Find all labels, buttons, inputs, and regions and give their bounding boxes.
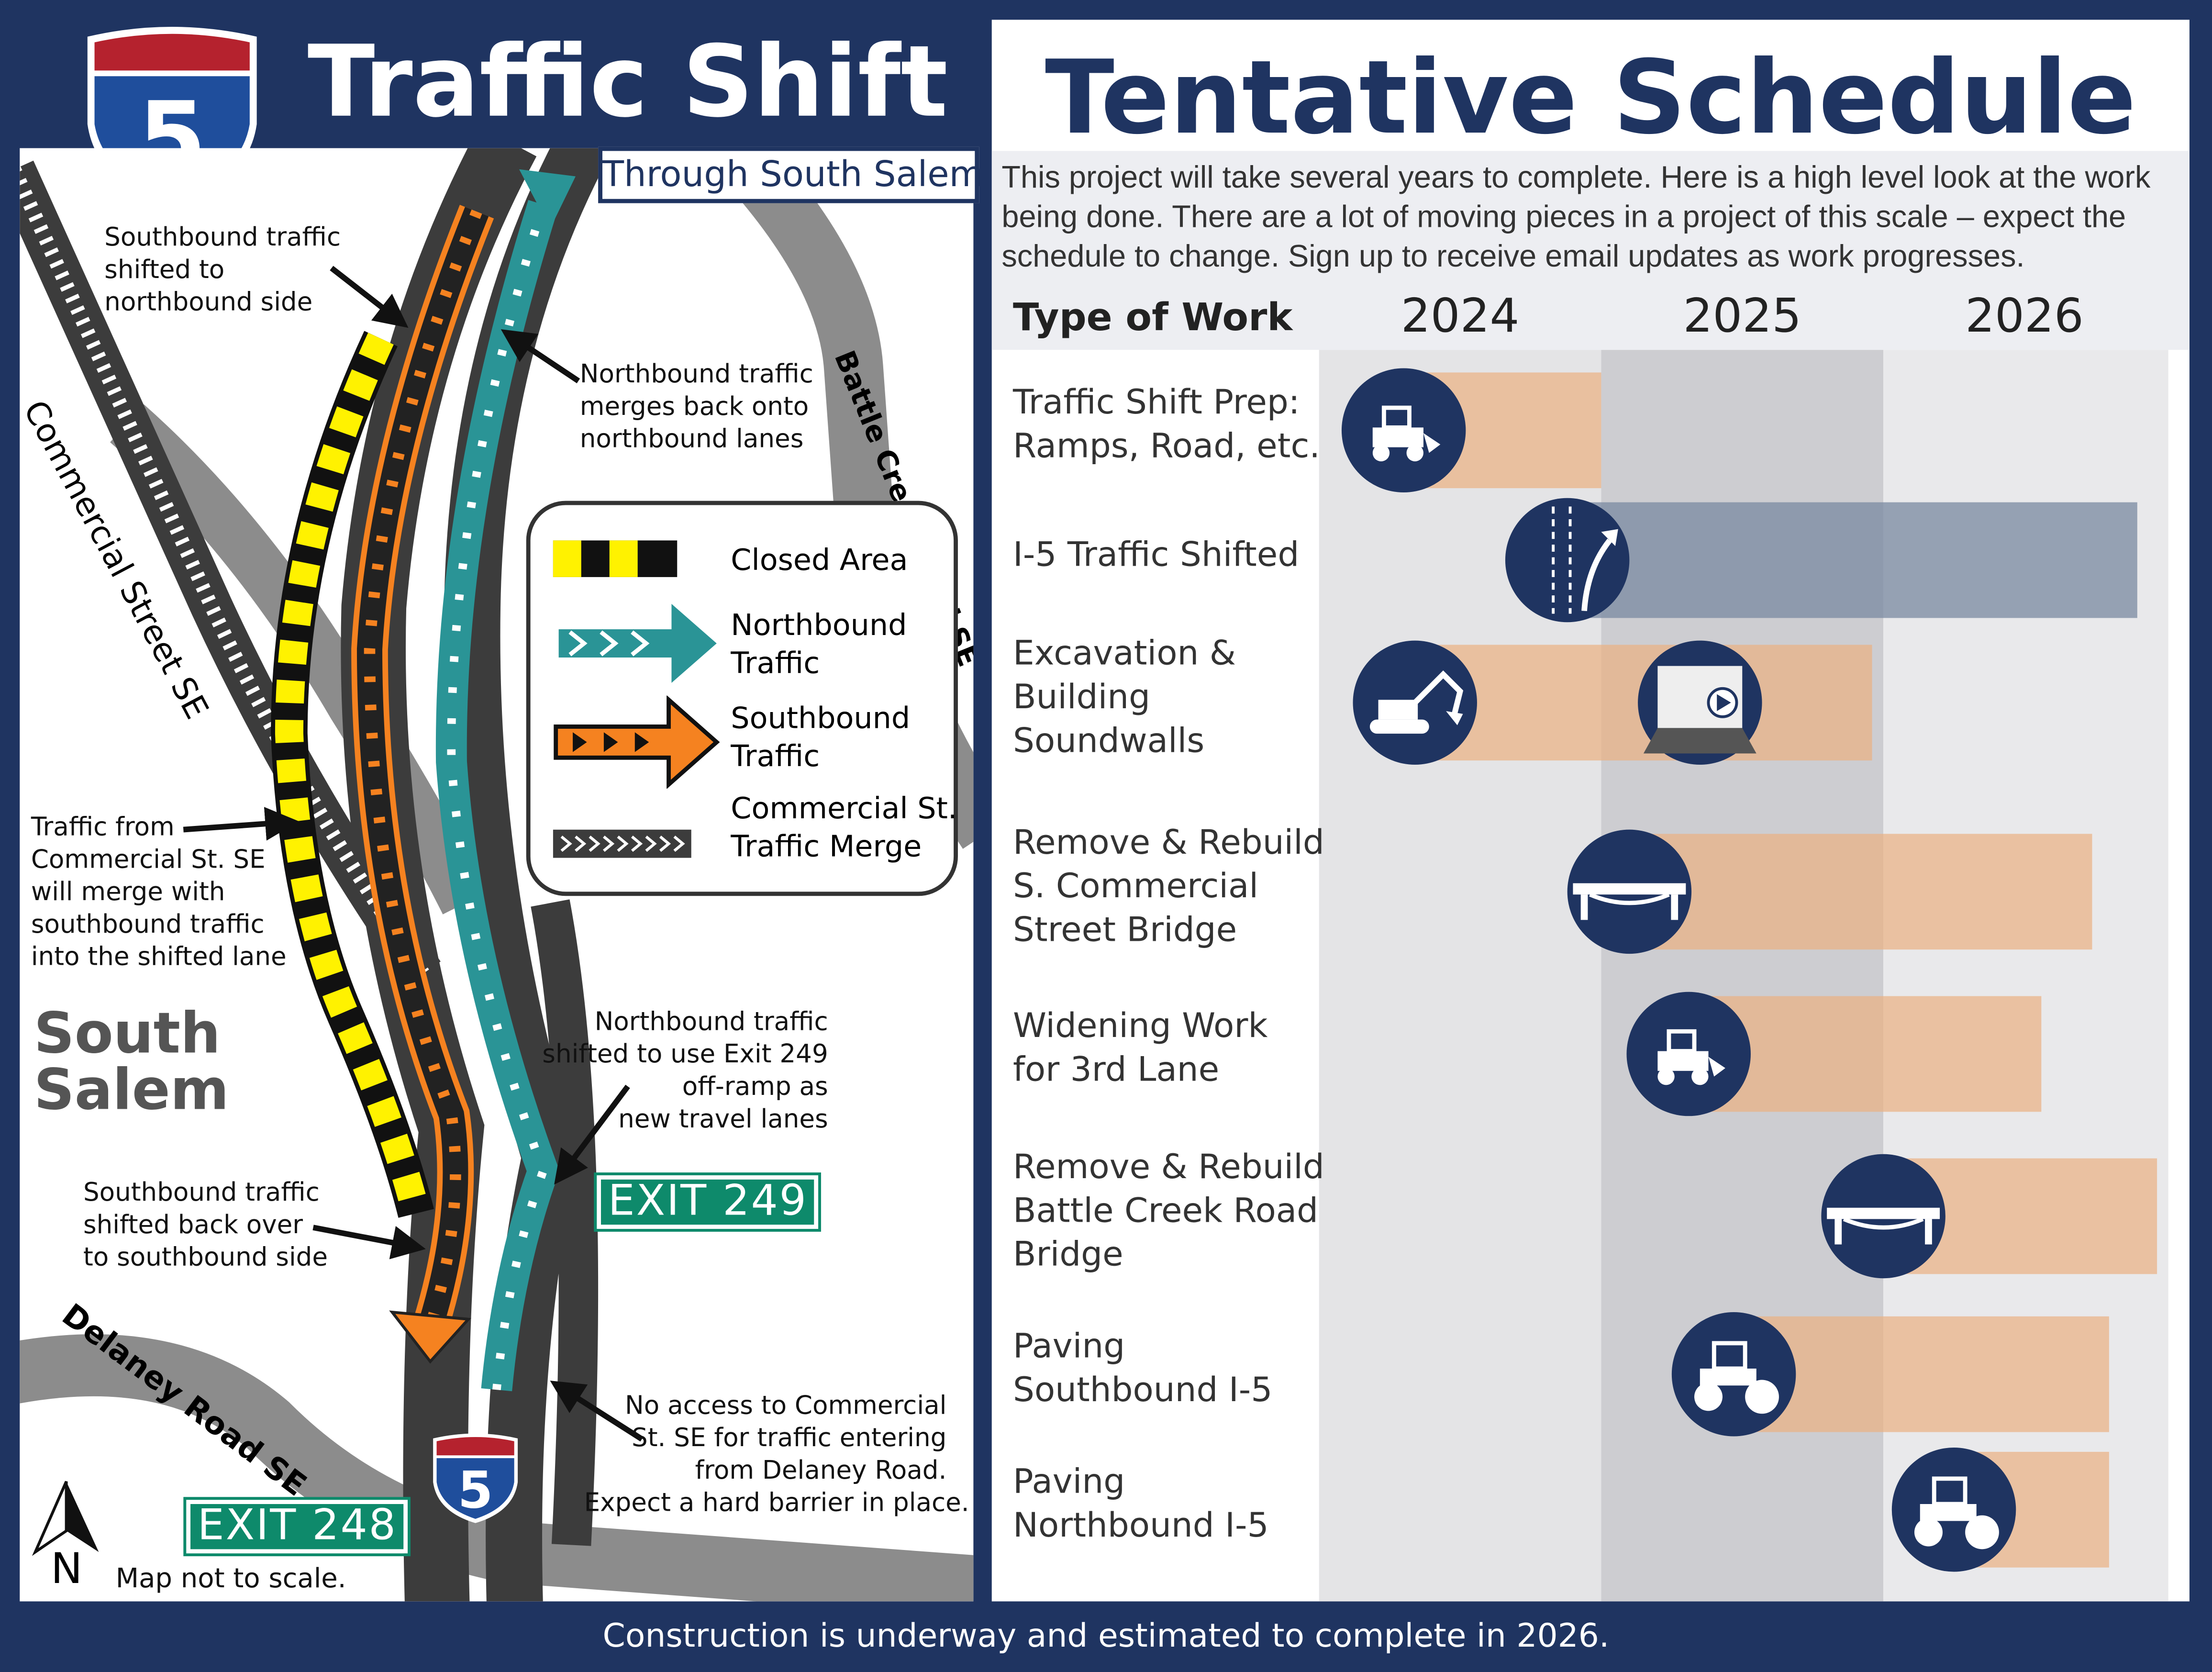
type-of-work-header: Type of Work — [1012, 296, 1293, 340]
schedule-description: This project will take several years to … — [1001, 159, 2151, 274]
northbound-arrow-icon — [558, 603, 717, 683]
exit-248-sign: EXIT 248 — [183, 1497, 411, 1557]
exit-249-sign: EXIT 249 — [594, 1172, 822, 1232]
ramp-road — [110, 404, 489, 914]
soundwall-icon — [1638, 640, 1762, 765]
svg-text:5: 5 — [458, 1460, 493, 1520]
annotation-arrows — [183, 266, 644, 1442]
year-header-2026: 2026 — [1965, 288, 2084, 343]
work-type-label: I-5 Traffic Shifted — [1012, 534, 1300, 574]
legend-merge: Commercial St. Traffic Merge — [731, 791, 957, 864]
annotation-no-access: No access to Commercial St. SE for traffi… — [584, 1391, 969, 1518]
north-arrow-icon — [32, 1481, 99, 1556]
legend-closed-area: Closed Area — [731, 543, 908, 577]
work-type-label: Excavation & Building Soundwalls — [1012, 633, 1236, 760]
scale-note: Map not to scale. — [115, 1563, 346, 1594]
year-header-2025: 2025 — [1683, 288, 1802, 343]
bridge-icon — [1821, 1154, 1945, 1279]
loader-icon — [1626, 992, 1751, 1116]
map-drawing — [20, 148, 974, 1602]
schedule-bar — [1734, 1316, 2109, 1432]
annotation-nb-merge: Northbound traffic merges back onto northb… — [579, 359, 813, 455]
schedule-title: Tentative Schedule — [1045, 38, 2136, 157]
roller-icon — [1891, 1448, 2016, 1572]
traffic-map: Battle Creek Road SE Commercial Street S… — [20, 148, 974, 1602]
south-salem-label: South Salem — [33, 1002, 229, 1123]
annotation-commercial-merge: Traffic from Commercial St. SE will merge … — [31, 813, 287, 972]
annotation-nb-exit: Northbound traffic shifted to use Exit 24… — [542, 1007, 828, 1135]
schedule-bar — [1629, 834, 2092, 950]
map-legend: Closed Area Northbound Traffic Southboun… — [526, 501, 958, 896]
work-type-label: Paving Northbound I-5 — [1012, 1461, 1269, 1545]
southbound-arrow-icon — [554, 695, 720, 789]
loader-icon — [1341, 368, 1466, 492]
bridge-icon — [1567, 829, 1692, 954]
excavator-icon — [1353, 640, 1477, 765]
merge-chevrons-icon — [553, 829, 691, 858]
schedule-bar — [1567, 502, 2137, 618]
legend-southbound: Southbound Traffic — [731, 701, 911, 773]
subtitle: Through South Salem — [598, 146, 983, 203]
footer-note: Construction is underway and estimated t… — [602, 1618, 1610, 1655]
work-type-label: Widening Work for 3rd Lane — [1012, 1006, 1268, 1090]
schedule-panel: Tentative Schedule This project will tak… — [991, 20, 2190, 1602]
annotation-sb-shift: Southbound traffic shifted to northbound s… — [104, 223, 341, 318]
description-band — [991, 151, 2190, 350]
legend-northbound: Northbound Traffic — [731, 608, 907, 680]
work-type-label: Remove & Rebuild S. Commercial Street Brid… — [1012, 822, 1324, 949]
work-type-label: Traffic Shift Prep: Ramps, Road, etc. — [1012, 382, 1320, 466]
work-type-label: Paving Southbound I-5 — [1012, 1326, 1273, 1410]
roller-icon — [1671, 1312, 1796, 1437]
north-label: N — [51, 1545, 83, 1594]
page-title: Traffic Shift — [307, 24, 948, 140]
work-type-label: Remove & Rebuild Battle Creek Road Bridge — [1012, 1146, 1324, 1273]
interstate-5-small-shield-icon: 5 — [433, 1433, 518, 1523]
lane-shift-icon — [1505, 498, 1630, 623]
annotation-sb-back: Southbound traffic shifted back over to so… — [83, 1178, 328, 1273]
year-header-2024: 2024 — [1401, 288, 1520, 343]
closed-area-swatch-icon — [553, 540, 678, 577]
